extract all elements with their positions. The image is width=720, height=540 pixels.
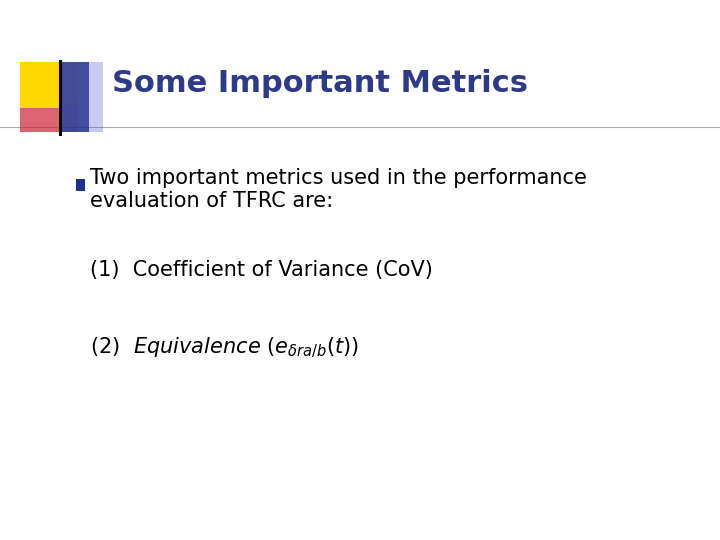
Text: Two important metrics used in the performance: Two important metrics used in the perfor… <box>90 168 587 188</box>
Text: $(2)\ \ Equivalence\ (e_{\delta ra/b}(t))$: $(2)\ \ Equivalence\ (e_{\delta ra/b}(t)… <box>90 336 359 360</box>
Text: (1)  Coefficient of Variance (CoV): (1) Coefficient of Variance (CoV) <box>90 260 433 280</box>
Text: evaluation of TFRC are:: evaluation of TFRC are: <box>90 191 333 212</box>
Text: Some Important Metrics: Some Important Metrics <box>112 69 528 98</box>
